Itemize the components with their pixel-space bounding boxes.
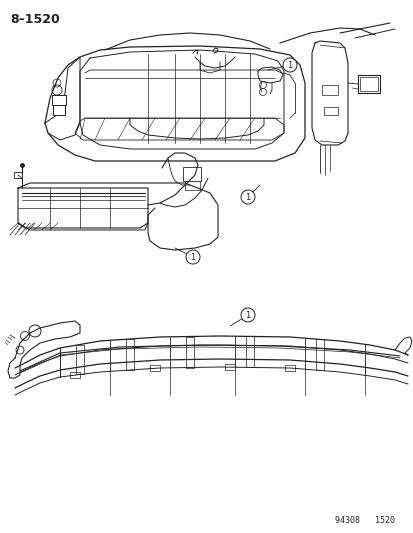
FancyBboxPatch shape	[323, 107, 337, 115]
Circle shape	[240, 190, 254, 204]
Text: 1: 1	[190, 253, 195, 262]
FancyBboxPatch shape	[52, 95, 66, 105]
Circle shape	[240, 308, 254, 322]
Text: 1: 1	[245, 311, 250, 319]
FancyBboxPatch shape	[150, 365, 159, 372]
Circle shape	[185, 250, 199, 264]
FancyBboxPatch shape	[185, 181, 199, 190]
FancyBboxPatch shape	[53, 105, 65, 115]
Text: 1: 1	[287, 61, 292, 69]
Text: 1: 1	[245, 192, 250, 201]
FancyBboxPatch shape	[224, 364, 235, 370]
FancyBboxPatch shape	[284, 365, 294, 371]
FancyBboxPatch shape	[183, 167, 201, 181]
FancyBboxPatch shape	[14, 172, 22, 178]
Text: 8–1520: 8–1520	[10, 13, 59, 26]
FancyBboxPatch shape	[357, 75, 379, 93]
FancyBboxPatch shape	[321, 85, 337, 95]
FancyBboxPatch shape	[359, 77, 377, 91]
FancyBboxPatch shape	[70, 372, 80, 378]
Text: 94308   1520: 94308 1520	[334, 516, 394, 525]
Circle shape	[282, 58, 296, 72]
